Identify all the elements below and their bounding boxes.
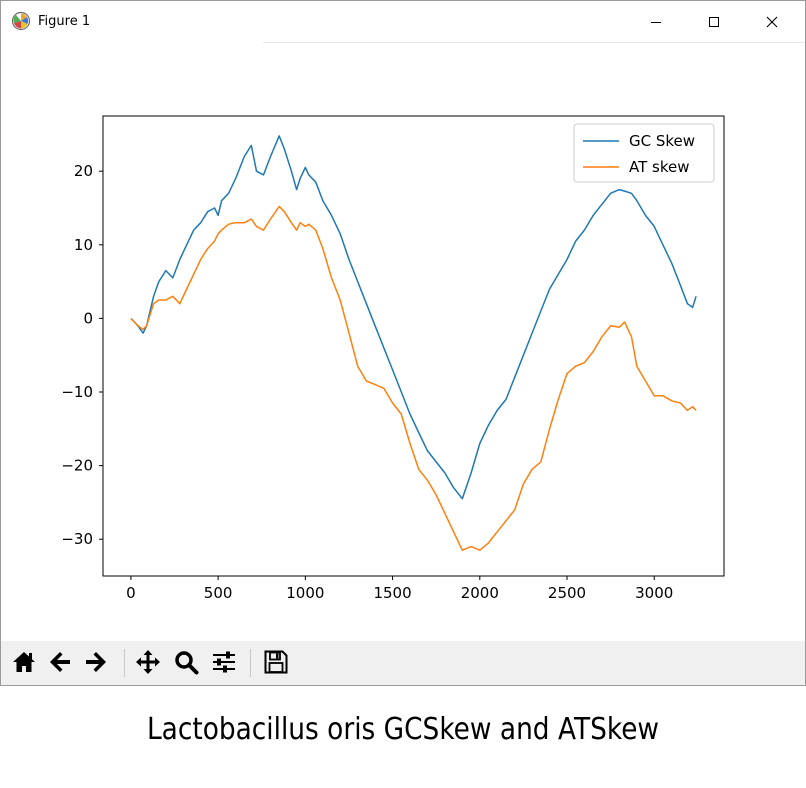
toolbar-separator	[124, 649, 125, 677]
configure-subplots-button[interactable]	[208, 646, 240, 678]
home-button[interactable]	[8, 646, 40, 678]
figure-caption: Lactobacillus oris GCSkew and ATSkew	[146, 712, 660, 747]
forward-arrow-icon	[86, 652, 106, 672]
forward-button[interactable]	[80, 646, 112, 678]
maximize-icon	[709, 17, 719, 27]
x-tick-label: 1000	[286, 584, 324, 602]
zoom-magnifier-icon	[175, 651, 199, 675]
window-title: Figure 1	[38, 14, 91, 29]
y-tick-label: −10	[61, 383, 93, 401]
save-floppy-icon	[264, 650, 288, 674]
close-button[interactable]	[749, 1, 795, 43]
maximize-button[interactable]	[691, 1, 737, 43]
y-tick-label: 20	[74, 162, 93, 180]
close-icon	[766, 16, 778, 28]
y-tick-label: 0	[83, 309, 93, 327]
pan-move-icon	[136, 650, 160, 674]
series-line-gc-skew	[130, 135, 697, 500]
y-tick-label: −20	[61, 457, 93, 475]
back-arrow-icon	[50, 652, 70, 672]
navigation-toolbar	[1, 641, 805, 685]
x-tick-label: 2500	[548, 584, 586, 602]
chart-svg: 0 500 1000 1500 2000 2500 3000 −30 −20 −10 0 10 20 GC…	[61, 115, 725, 602]
figure-window: Figure 1 0 500 1000 1500 2000 2500 3000 −30 −20 −…	[0, 0, 806, 686]
x-tick-label: 1500	[373, 584, 411, 602]
series-line-at-skew	[130, 205, 697, 551]
plot-frame	[102, 115, 725, 577]
figure-canvas[interactable]: 0 500 1000 1500 2000 2500 3000 −30 −20 −10 0 10 20 GC…	[1, 43, 805, 641]
y-tick-label: 10	[74, 236, 93, 254]
title-divider	[263, 42, 805, 43]
x-tick-label: 2000	[461, 584, 499, 602]
configure-subplots-icon	[213, 651, 235, 673]
back-button[interactable]	[44, 646, 76, 678]
x-tick-label: 500	[204, 584, 233, 602]
save-button[interactable]	[260, 646, 292, 678]
toolbar-separator	[250, 649, 251, 677]
y-tick-label: −30	[61, 530, 93, 548]
x-tick-label: 0	[126, 584, 136, 602]
legend-label: AT skew	[629, 158, 690, 176]
x-tick-label: 3000	[635, 584, 673, 602]
legend-label: GC Skew	[629, 132, 695, 150]
matplotlib-logo-icon	[11, 11, 31, 31]
zoom-button[interactable]	[170, 646, 202, 678]
title-bar[interactable]: Figure 1	[1, 1, 805, 43]
pan-button[interactable]	[132, 646, 164, 678]
minimize-icon	[651, 22, 661, 23]
home-icon	[13, 652, 35, 672]
minimize-button[interactable]	[633, 1, 679, 43]
